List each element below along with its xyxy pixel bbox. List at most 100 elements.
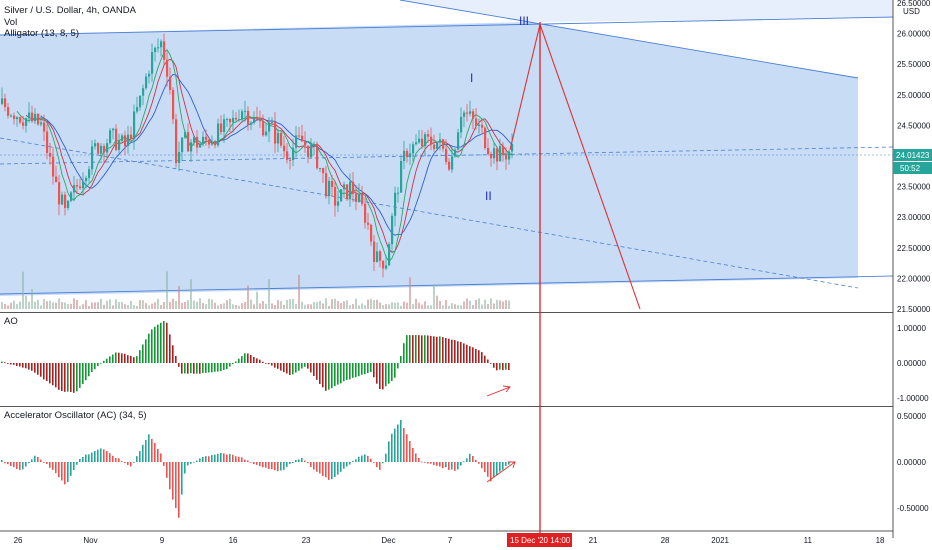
volume-bar <box>166 271 168 309</box>
ac-bar <box>373 462 375 463</box>
volume-bar <box>202 302 204 309</box>
candle-body <box>382 260 385 269</box>
volume-bar <box>280 301 282 309</box>
volume-bar <box>262 301 264 309</box>
price-pane[interactable]: III I II <box>0 0 894 310</box>
volume-bar <box>289 299 291 309</box>
candle-body <box>100 145 103 154</box>
ao-bar <box>367 363 369 374</box>
candle-body <box>142 88 145 96</box>
ac-bar <box>265 462 267 468</box>
candle-body <box>274 121 277 144</box>
ao-bar <box>328 363 330 390</box>
volume-bar <box>430 305 432 309</box>
ac-bar <box>427 462 429 464</box>
ao-bar <box>442 337 444 363</box>
ao-bar <box>28 363 30 370</box>
candle-body <box>40 122 43 125</box>
candle-body <box>340 189 343 202</box>
ao-bar <box>46 363 48 381</box>
volume-bar <box>394 302 396 309</box>
volume-bar <box>97 302 99 309</box>
lower-dashed-line <box>0 137 859 289</box>
candle-body <box>283 145 286 152</box>
candle-body <box>463 112 466 117</box>
ac-bar <box>154 443 156 462</box>
price-axis[interactable]: 26.50000 26.00000 25.50000 25.00000 24.50000… <box>892 0 932 538</box>
ao-bar <box>163 320 165 363</box>
candle-body <box>364 203 367 223</box>
ac-pane[interactable] <box>1 419 516 518</box>
ao-bar <box>451 339 453 363</box>
volume-bar <box>508 300 510 309</box>
ac-bar <box>457 462 459 470</box>
candle-body <box>238 119 241 121</box>
ao-bar <box>19 363 21 367</box>
ac-bar <box>97 449 99 462</box>
ao-bar <box>421 335 423 363</box>
legend-vol[interactable]: Vol <box>4 17 17 28</box>
ao-bar <box>301 363 303 369</box>
candle-body <box>166 59 169 77</box>
ac-bar <box>25 462 27 467</box>
volume-bar <box>505 299 507 309</box>
candle-body <box>415 142 418 145</box>
volume-bar <box>298 274 300 309</box>
ac-bar <box>88 454 90 462</box>
volume-bar <box>322 303 324 309</box>
candle-body <box>490 153 493 159</box>
candle-body <box>367 222 370 225</box>
ac-bar <box>322 462 324 477</box>
ac-histogram <box>1 419 510 518</box>
time-axis[interactable]: 26 Nov 9 16 23 Dec 7 21 28 2021 11 18 15 Dec '20 14… <box>0 530 893 547</box>
volume-bar <box>10 302 12 309</box>
ao-bar <box>91 363 93 373</box>
ac-bar <box>325 462 327 478</box>
ao-bar <box>400 356 402 363</box>
volume-bar <box>154 302 156 309</box>
ac-bar <box>31 459 33 462</box>
candle-body <box>154 47 157 53</box>
candle-body <box>256 116 259 120</box>
volume-bar <box>67 304 69 309</box>
volume-bar <box>382 305 384 309</box>
ao-legend[interactable]: AO <box>4 316 18 327</box>
ac-bar <box>442 462 444 469</box>
volume-bar <box>121 302 123 309</box>
candle-body <box>457 132 460 150</box>
price-tick: 23.00000 <box>897 213 931 222</box>
ac-bar <box>355 459 357 462</box>
ao-bar <box>10 363 12 365</box>
volume-bar <box>475 299 477 309</box>
ac-bar <box>508 462 510 465</box>
ac-bar <box>505 462 507 466</box>
ac-bar <box>232 454 234 462</box>
candle-body <box>115 128 118 150</box>
ac-bar <box>274 462 276 471</box>
candle-body <box>7 107 10 116</box>
ao-pane[interactable] <box>1 320 511 397</box>
candle-body <box>478 124 481 127</box>
candle-body <box>190 142 193 152</box>
ao-bar <box>436 336 438 363</box>
ao-bar <box>445 337 447 363</box>
volume-bar <box>259 303 261 309</box>
ao-bar <box>223 363 225 370</box>
volume-bar <box>169 302 171 309</box>
symbol-title[interactable]: Silver / U.S. Dollar, 4h, OANDA <box>4 5 137 16</box>
candle-body <box>379 251 382 261</box>
ao-bar <box>160 322 162 363</box>
candle-body <box>61 194 64 205</box>
ac-bar <box>61 462 63 481</box>
volume-bar <box>73 298 75 309</box>
volume-bar <box>235 304 237 309</box>
candle-body <box>160 41 163 48</box>
ac-legend[interactable]: Accelerator Oscillator (AC) (34, 5) <box>4 410 147 421</box>
ao-bar <box>310 363 312 373</box>
ac-bar <box>361 455 363 462</box>
legend-alligator[interactable]: Alligator (13, 8, 5) <box>4 28 79 39</box>
ao-bar <box>187 363 189 374</box>
candle-body <box>361 193 364 204</box>
ao-bar <box>265 363 267 364</box>
